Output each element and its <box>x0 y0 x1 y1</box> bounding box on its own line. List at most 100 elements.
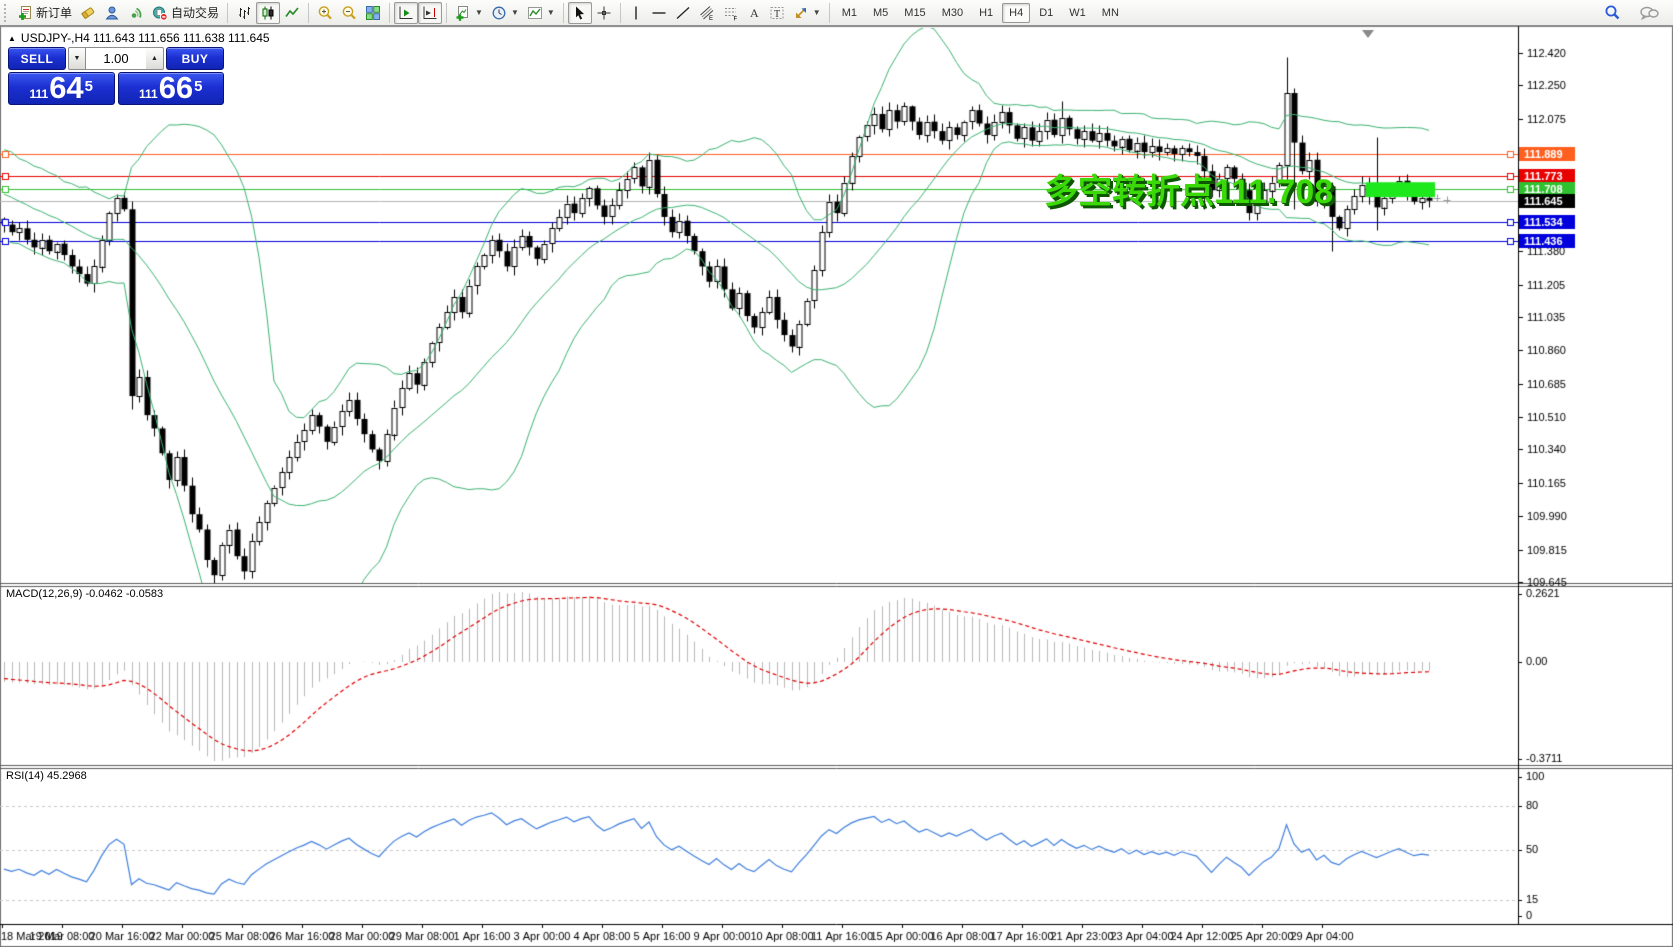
chat-icon <box>1639 5 1659 21</box>
candlestick-chart-icon <box>260 5 276 21</box>
zoom-out-button[interactable] <box>337 2 361 24</box>
autotrading-icon <box>152 5 168 21</box>
buy-price-button[interactable]: 111 66 5 <box>117 70 224 105</box>
trade-panel-collapse-arrow[interactable]: ▲ <box>8 33 16 43</box>
buy-price-sup: 5 <box>194 78 203 95</box>
fibonacci-button[interactable]: F <box>719 2 743 24</box>
zoom-in-icon <box>317 5 333 21</box>
timeframe-button-m15[interactable]: M15 <box>897 3 932 23</box>
clock-icon <box>491 5 507 21</box>
one-click-trading-panel: SELL ▼ ▲ BUY 111 64 5 111 66 5 <box>8 47 224 105</box>
chevron-down-icon: ▼ <box>546 8 555 17</box>
toolbar-group-zoom <box>313 1 385 25</box>
toolbar-group-chart-type <box>232 1 304 25</box>
buy-price-prefix: 111 <box>138 87 158 101</box>
autotrading-button[interactable]: 自动交易 <box>148 2 223 24</box>
timeframe-button-w1[interactable]: W1 <box>1062 3 1093 23</box>
auto-scroll-icon <box>398 5 414 21</box>
candlestick-chart-button[interactable] <box>256 1 281 24</box>
eraser-icon <box>80 5 96 21</box>
toolbar-separator <box>828 2 830 23</box>
chart-ohlc-title: ▲ USDJPY-,H4 111.643 111.656 111.638 111… <box>8 31 270 45</box>
rsi-indicator-label: RSI(14) 45.2968 <box>6 770 87 782</box>
buy-price-big: 66 <box>158 70 194 105</box>
crosshair-icon <box>596 5 612 21</box>
new-chart-button[interactable]: ▼ <box>451 2 487 24</box>
toolbar-group-scroll <box>394 1 443 25</box>
volume-stepper: ▼ ▲ <box>68 47 164 70</box>
toolbar-separator <box>227 2 229 23</box>
timeframe-button-mn[interactable]: MN <box>1095 3 1126 23</box>
autotrading-label: 自动交易 <box>171 6 220 20</box>
timeframe-button-d1[interactable]: D1 <box>1032 3 1060 23</box>
tile-windows-button[interactable] <box>361 2 385 24</box>
buy-button[interactable]: BUY <box>166 47 224 70</box>
zoom-in-button[interactable] <box>313 2 337 24</box>
timeframe-button-m5[interactable]: M5 <box>866 3 895 23</box>
new-order-icon <box>17 5 33 21</box>
svg-text:A: A <box>750 6 759 20</box>
sell-price-big: 64 <box>49 70 84 105</box>
indicators-button[interactable]: ▼ <box>523 2 559 24</box>
toolbar-separator <box>389 2 391 23</box>
equidistant-channel-button[interactable]: E <box>695 2 719 24</box>
volume-input[interactable] <box>86 47 146 70</box>
horizontal-line-button[interactable] <box>647 2 671 24</box>
panel-resize-handle-macd[interactable] <box>0 580 1518 587</box>
timeframe-button-m30[interactable]: M30 <box>935 3 970 23</box>
line-chart-button[interactable] <box>280 2 304 24</box>
new-order-button[interactable]: 新订单 <box>13 2 76 24</box>
chart-annotation-text: 多空转折点111.708 <box>1044 173 1334 211</box>
new-order-label: 新订单 <box>36 6 73 20</box>
signal-icon <box>128 5 144 21</box>
timeframe-button-h1[interactable]: H1 <box>972 3 1000 23</box>
cursor-button[interactable] <box>567 1 592 24</box>
signal-button[interactable] <box>124 2 148 24</box>
text-button[interactable]: A <box>743 2 765 24</box>
chart-shift-icon <box>422 5 438 21</box>
sell-price-prefix: 111 <box>29 87 49 101</box>
chart-profiles-button[interactable]: ▼ <box>487 2 523 24</box>
text-label-icon: T <box>769 5 785 21</box>
bar-chart-icon <box>236 5 252 21</box>
svg-text:F: F <box>733 16 737 21</box>
bar-chart-button[interactable] <box>232 2 256 24</box>
timeframe-button-m1[interactable]: M1 <box>835 3 864 23</box>
eraser-button[interactable] <box>76 2 100 24</box>
channel-icon: E <box>699 5 715 21</box>
toolbar-group-trade: 新订单 自动交易 <box>2 1 223 25</box>
chart-shift-button[interactable] <box>418 1 443 24</box>
text-icon: A <box>747 5 761 21</box>
sell-price-button[interactable]: 111 64 5 <box>8 72 115 105</box>
volume-increase-button[interactable]: ▲ <box>146 47 164 70</box>
line-chart-icon <box>284 5 300 21</box>
macd-indicator-label: MACD(12,26,9) -0.0462 -0.0583 <box>6 588 164 600</box>
toolbar-group-files: ▼ ▼ ▼ <box>451 1 559 25</box>
crosshair-button[interactable] <box>592 2 616 24</box>
toolbar-right-icons <box>1600 2 1663 24</box>
arrows-button[interactable]: ▼ <box>789 2 825 24</box>
chevron-down-icon: ▼ <box>510 8 519 17</box>
sell-button[interactable]: SELL <box>8 47 66 70</box>
trendline-button[interactable] <box>671 2 695 24</box>
chevron-down-icon: ▼ <box>812 8 821 17</box>
chat-button[interactable] <box>1635 2 1663 24</box>
toolbar-grip[interactable] <box>4 3 9 22</box>
volume-decrease-button[interactable]: ▼ <box>68 47 86 70</box>
toolbar: 新订单 自动交易 <box>0 0 1673 26</box>
search-button[interactable] <box>1600 2 1625 24</box>
toolbar-separator <box>308 2 310 23</box>
timeframe-toolbar: M1 M5 M15 M30 H1 H4 D1 W1 MN <box>834 1 1127 25</box>
timeframe-button-h4[interactable]: H4 <box>1002 2 1031 23</box>
profile-button[interactable] <box>100 2 124 24</box>
vertical-line-button[interactable] <box>625 2 647 24</box>
panel-resize-handle-rsi[interactable] <box>0 762 1518 769</box>
tile-windows-icon <box>365 5 381 21</box>
toolbar-group-objects: E F A T ▼ <box>625 1 825 25</box>
auto-scroll-button[interactable] <box>394 1 419 24</box>
text-label-button[interactable]: T <box>765 2 789 24</box>
cursor-icon <box>572 5 588 21</box>
svg-text:T: T <box>774 9 780 20</box>
new-chart-icon <box>455 5 471 21</box>
